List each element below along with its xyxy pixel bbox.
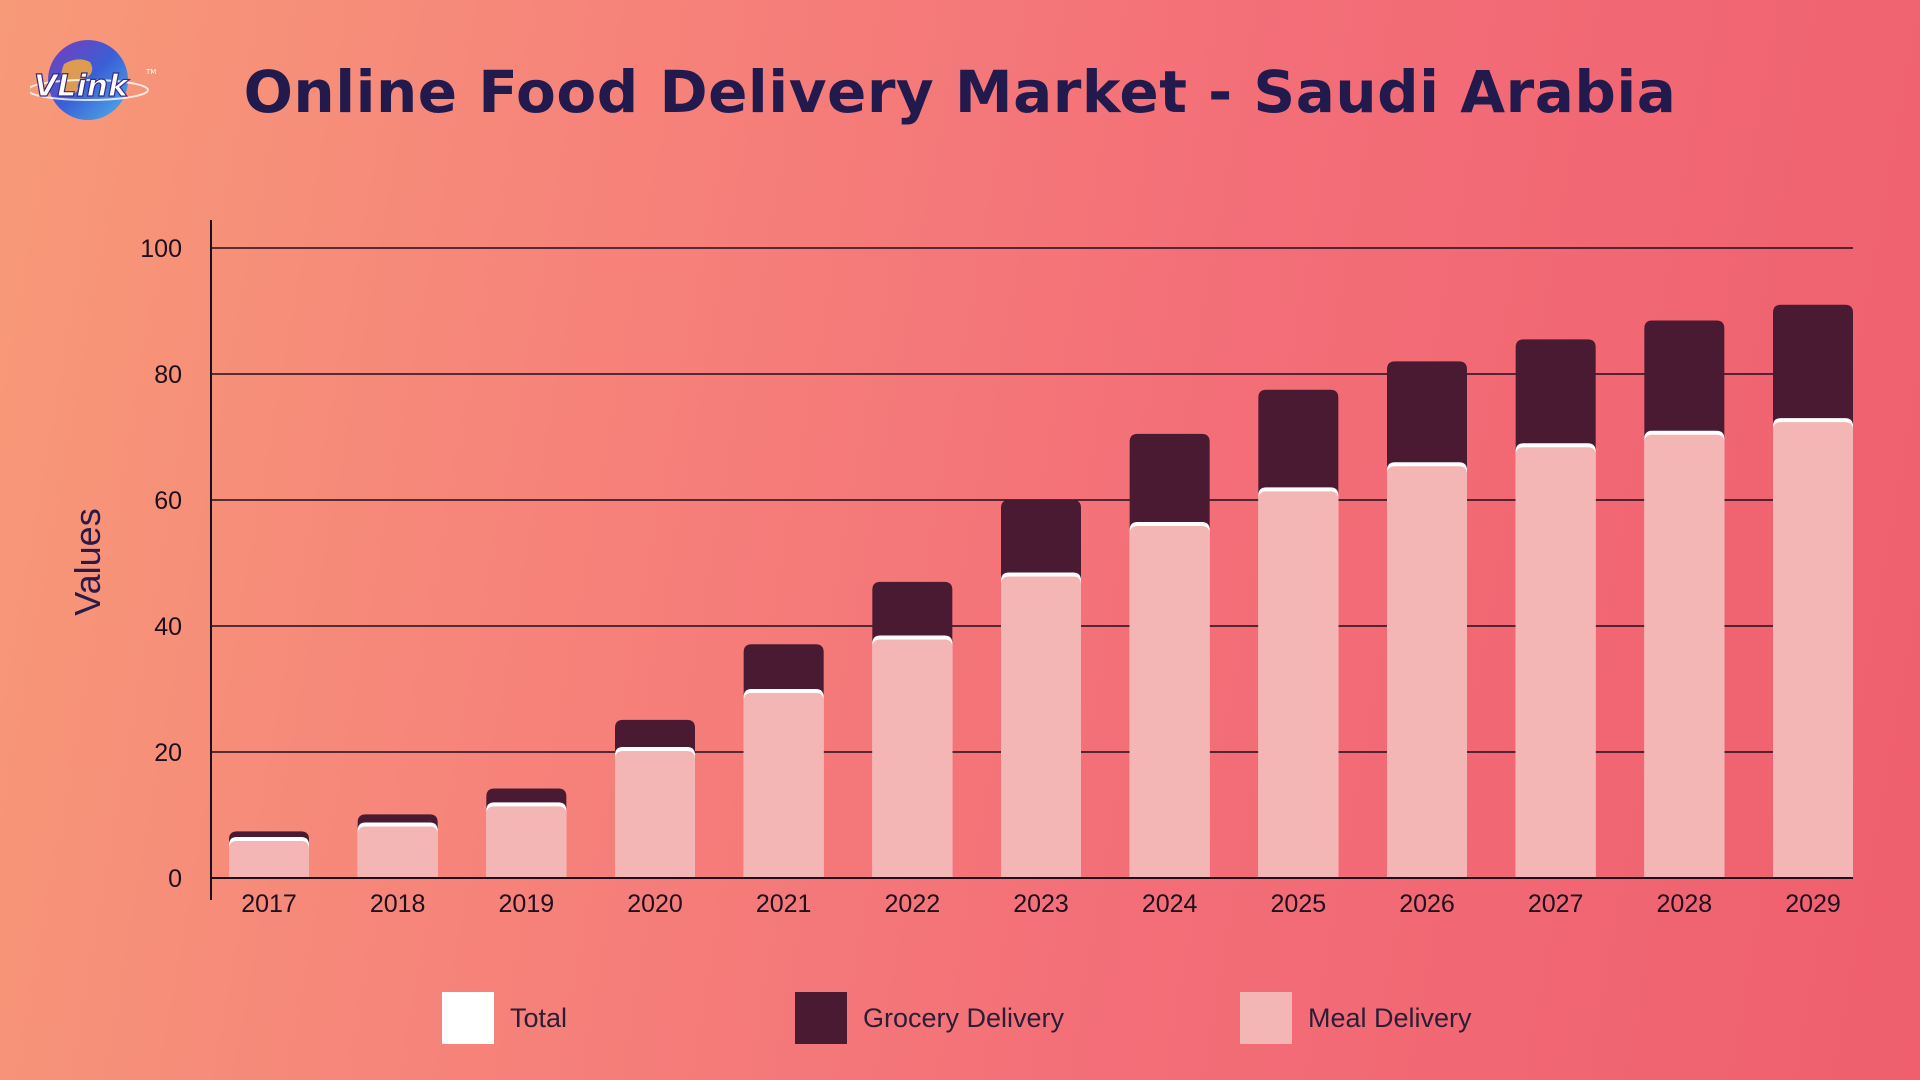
bar-grocery-2027 [1515, 339, 1596, 450]
x-tick-label-2028: 2028 [1657, 890, 1713, 918]
bar-meal-2022 [872, 639, 953, 878]
legend-swatch-total [442, 992, 494, 1044]
y-tick-label-100: 100 [140, 235, 182, 263]
x-tick-label-2026: 2026 [1399, 890, 1455, 918]
x-tick-label-2027: 2027 [1528, 890, 1584, 918]
x-tick-label-2020: 2020 [627, 890, 683, 918]
x-tick-label-2029: 2029 [1785, 890, 1841, 918]
bar-meal-2020 [615, 750, 695, 878]
chart-title: Online Food Delivery Market - Saudi Arab… [243, 58, 1677, 126]
legend: Total Grocery Delivery Meal Delivery [0, 992, 1920, 1048]
x-tick-label-2019: 2019 [499, 890, 555, 918]
bar-grocery-2028 [1644, 320, 1725, 437]
x-tick-label-2018: 2018 [370, 890, 426, 918]
globe-continent-icon [61, 59, 93, 95]
x-tick-label-2021: 2021 [756, 890, 812, 918]
legend-label-grocery: Grocery Delivery [863, 1002, 1065, 1033]
bar-grocery-2029 [1773, 304, 1853, 425]
bar-meal-2027 [1515, 447, 1596, 878]
bar-grocery-2020 [615, 719, 695, 753]
y-tick-label-40: 40 [154, 613, 182, 641]
bar-meal-2024 [1129, 526, 1210, 878]
x-tick-label-2025: 2025 [1271, 890, 1327, 918]
bar-meal-2029 [1773, 422, 1853, 878]
x-tick-label-2023: 2023 [1013, 890, 1069, 918]
x-tick-label-2022: 2022 [885, 890, 941, 918]
legend-label-total: Total [510, 1002, 568, 1033]
bar-grocery-2026 [1387, 361, 1467, 469]
bar-meal-2018 [357, 826, 438, 878]
legend-item-grocery: Grocery Delivery [795, 992, 1064, 1044]
bar-grocery-2023 [1001, 500, 1081, 579]
bar-meal-2026 [1387, 466, 1467, 878]
logo-text: VLink [34, 69, 130, 104]
bar-meal-2023 [1001, 576, 1081, 878]
legend-label-meal: Meal Delivery [1308, 1002, 1472, 1033]
vlink-logo: VLink TM [30, 40, 156, 120]
bar-grocery-2022 [872, 581, 953, 642]
y-tick-label-20: 20 [154, 739, 182, 767]
y-tick-label-0: 0 [168, 865, 182, 893]
bar-grocery-2024 [1129, 433, 1210, 529]
bar-grocery-2021 [743, 644, 824, 695]
y-tick-label-60: 60 [154, 487, 182, 515]
chart-area: 0 20 40 60 80 100 Values 2017 2018 2019 2020 2021 20… [67, 220, 1853, 918]
y-tick-label-80: 80 [154, 361, 182, 389]
bar-grocery-2025 [1258, 389, 1339, 494]
bar-meal-2019 [486, 806, 567, 878]
legend-item-total: Total [442, 992, 567, 1044]
legend-swatch-grocery [795, 992, 847, 1044]
bar-meal-2028 [1644, 434, 1725, 878]
legend-swatch-meal [1240, 992, 1292, 1044]
y-axis-label: Values [67, 508, 108, 615]
bar-meal-2021 [743, 693, 824, 878]
logo-trademark: TM [145, 68, 156, 76]
bar-meal-2017 [229, 841, 309, 878]
legend-item-meal: Meal Delivery [1240, 992, 1472, 1044]
globe-orbit-icon [30, 79, 149, 101]
x-tick-label-2017: 2017 [241, 890, 297, 918]
x-tick-label-2024: 2024 [1142, 890, 1198, 918]
bar-meal-2025 [1258, 491, 1339, 878]
